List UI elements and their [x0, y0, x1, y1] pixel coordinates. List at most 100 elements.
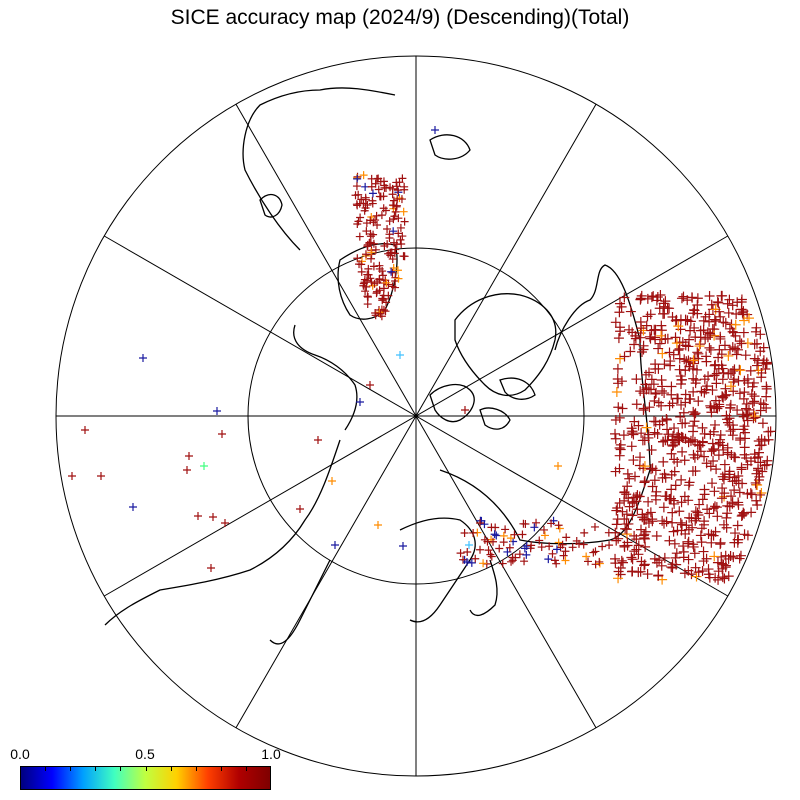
- accuracy-marker: [654, 555, 665, 566]
- accuracy-marker: [690, 408, 701, 419]
- accuracy-marker: [700, 311, 711, 322]
- accuracy-marker: [518, 530, 527, 539]
- accuracy-marker: [616, 301, 627, 312]
- accuracy-marker: [751, 495, 762, 506]
- accuracy-marker: [633, 420, 644, 431]
- accuracy-marker: [491, 523, 500, 532]
- accuracy-marker: [702, 327, 713, 338]
- accuracy-marker: [364, 264, 373, 273]
- accuracy-marker: [698, 315, 709, 326]
- accuracy-marker: [129, 503, 137, 511]
- accuracy-marker: [646, 325, 657, 336]
- accuracy-marker: [379, 177, 388, 186]
- accuracy-marker: [693, 348, 704, 359]
- accuracy-marker: [614, 463, 625, 474]
- accuracy-marker: [400, 252, 409, 261]
- accuracy-marker: [699, 516, 710, 527]
- accuracy-marker: [703, 569, 714, 580]
- accuracy-marker: [724, 466, 735, 477]
- accuracy-marker: [388, 282, 397, 291]
- accuracy-marker: [732, 297, 743, 308]
- accuracy-marker: [626, 552, 637, 563]
- accuracy-marker: [757, 418, 768, 429]
- accuracy-marker: [469, 528, 478, 537]
- accuracy-marker: [750, 477, 761, 488]
- accuracy-marker: [705, 461, 716, 472]
- accuracy-marker: [653, 343, 664, 354]
- accuracy-marker: [648, 379, 659, 390]
- accuracy-marker: [711, 464, 722, 475]
- accuracy-marker: [641, 369, 651, 380]
- accuracy-marker: [391, 207, 400, 216]
- accuracy-marker: [617, 506, 628, 517]
- accuracy-marker: [715, 331, 726, 342]
- accuracy-marker: [703, 529, 714, 540]
- accuracy-marker: [669, 423, 680, 434]
- accuracy-marker: [631, 544, 642, 555]
- accuracy-marker: [725, 402, 736, 413]
- accuracy-marker: [705, 329, 716, 340]
- coastline-greenland: [454, 293, 557, 397]
- accuracy-marker: [737, 307, 748, 318]
- accuracy-marker: [465, 541, 473, 549]
- accuracy-marker: [385, 233, 394, 242]
- accuracy-marker: [752, 360, 763, 371]
- accuracy-marker: [643, 384, 654, 395]
- accuracy-marker: [630, 330, 641, 341]
- accuracy-marker: [691, 571, 702, 582]
- accuracy-marker: [678, 407, 689, 418]
- accuracy-marker: [666, 562, 677, 573]
- accuracy-marker: [714, 306, 725, 317]
- accuracy-marker: [598, 542, 607, 551]
- accuracy-marker: [610, 414, 621, 425]
- accuracy-marker: [735, 365, 746, 376]
- accuracy-marker: [684, 477, 695, 488]
- accuracy-marker: [616, 555, 627, 566]
- accuracy-marker: [610, 433, 621, 444]
- accuracy-marker: [690, 332, 701, 343]
- accuracy-marker: [669, 538, 680, 549]
- accuracy-marker: [736, 462, 747, 473]
- accuracy-marker: [666, 493, 677, 504]
- accuracy-marker: [649, 396, 660, 407]
- colorbar-tick: [95, 766, 97, 771]
- accuracy-marker: [396, 223, 405, 232]
- accuracy-marker: [737, 510, 748, 521]
- accuracy-marker: [637, 512, 648, 523]
- accuracy-marker: [683, 341, 694, 352]
- accuracy-marker: [604, 528, 613, 537]
- accuracy-marker: [749, 411, 760, 422]
- accuracy-marker: [739, 529, 750, 540]
- accuracy-marker: [558, 540, 567, 549]
- accuracy-marker: [755, 329, 766, 340]
- accuracy-marker: [738, 327, 749, 338]
- accuracy-marker: [651, 531, 662, 542]
- accuracy-marker: [752, 480, 763, 491]
- colorbar: 0.0 0.5 1.0: [10, 746, 281, 790]
- accuracy-marker: [736, 511, 747, 522]
- colorbar-tick: [120, 766, 122, 771]
- accuracy-marker: [639, 514, 650, 525]
- accuracy-marker: [724, 344, 735, 355]
- accuracy-marker: [395, 178, 404, 187]
- accuracy-marker: [692, 293, 703, 304]
- accuracy-marker: [743, 313, 754, 324]
- accuracy-marker: [693, 396, 704, 407]
- accuracy-marker: [666, 484, 677, 495]
- accuracy-marker: [361, 250, 370, 259]
- accuracy-marker: [671, 548, 682, 559]
- accuracy-marker: [699, 451, 710, 462]
- accuracy-marker: [378, 267, 387, 276]
- accuracy-marker: [365, 239, 374, 248]
- accuracy-marker: [754, 471, 765, 482]
- accuracy-marker: [461, 406, 469, 414]
- accuracy-marker: [713, 297, 724, 308]
- accuracy-marker: [747, 381, 758, 392]
- accuracy-marker: [712, 557, 723, 568]
- accuracy-marker: [554, 462, 562, 470]
- accuracy-marker: [708, 530, 719, 541]
- accuracy-marker: [183, 466, 191, 474]
- accuracy-marker: [366, 238, 375, 247]
- accuracy-marker: [717, 572, 728, 583]
- accuracy-marker: [394, 214, 403, 223]
